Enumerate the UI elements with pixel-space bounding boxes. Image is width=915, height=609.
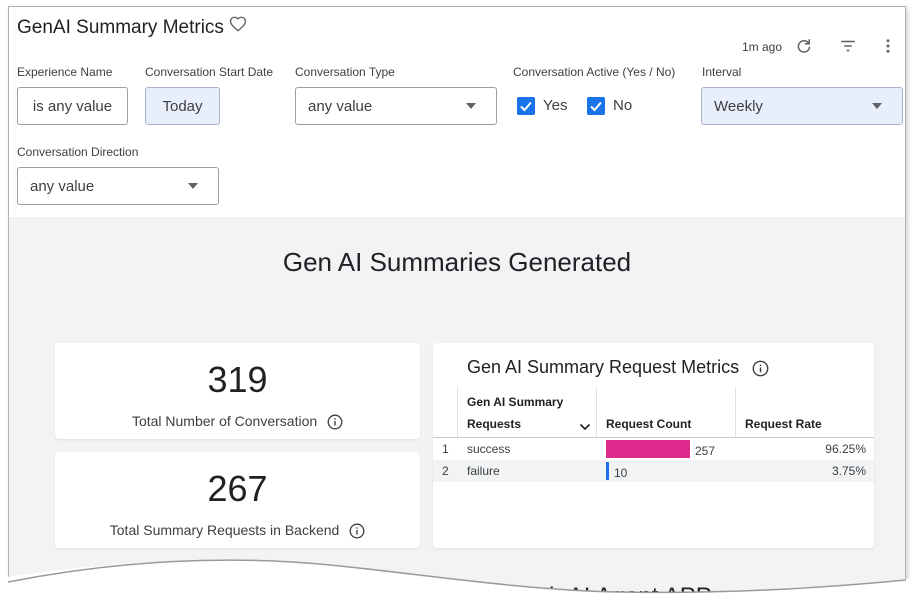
no-checkbox[interactable] — [587, 97, 605, 115]
column-divider — [735, 387, 736, 437]
table-row[interactable]: 1 success 257 96.25% — [433, 438, 874, 460]
kpi-value: 267 — [207, 468, 268, 509]
row-index: 1 — [442, 442, 449, 456]
filter-icon[interactable] — [839, 37, 857, 55]
yes-checkbox-label: Yes — [543, 97, 568, 114]
conversation-start-date-filter[interactable]: Today — [145, 87, 220, 125]
kpi-label-text: Total Summary Requests in Backend — [109, 522, 340, 538]
interval-label: Interval — [702, 65, 742, 79]
yes-checkbox[interactable] — [517, 97, 535, 115]
row-index: 2 — [442, 464, 449, 478]
row-name: success — [467, 442, 511, 456]
request-count-bar — [606, 462, 609, 480]
kpi-card-conversations: 319 Total Number of Conversation — [55, 343, 420, 439]
request-count-bar — [606, 440, 690, 458]
kpi-label: Total Number of Conversation — [55, 413, 420, 430]
request-count-value: 257 — [695, 444, 716, 458]
experience-name-filter[interactable]: is any value — [17, 87, 128, 125]
more-vert-icon[interactable] — [879, 37, 897, 55]
chevron-down-icon — [466, 103, 476, 109]
chevron-down-icon — [872, 103, 882, 109]
info-icon[interactable] — [327, 414, 343, 430]
table-row[interactable]: 2 failure 10 3.75% — [433, 460, 874, 482]
conversation-direction-value: any value — [30, 177, 95, 195]
no-checkbox-label: No — [613, 97, 633, 114]
conversation-type-label: Conversation Type — [295, 65, 395, 79]
last-updated-text: 1m ago — [742, 40, 783, 54]
interval-dropdown[interactable]: Weekly — [701, 87, 903, 125]
dashboard-title: GenAI Summary Metrics — [17, 17, 224, 38]
kpi-card-summary-requests: 267 Total Summary Requests in Backend — [55, 452, 420, 548]
conversation-type-value: any value — [308, 97, 373, 115]
heart-icon[interactable] — [229, 15, 247, 33]
info-icon[interactable] — [349, 523, 365, 539]
column-header-request-count[interactable]: Request Count — [606, 417, 692, 431]
request-rate-value: 3.75% — [831, 464, 866, 478]
experience-name-value: is any value — [32, 97, 113, 115]
chevron-down-icon[interactable] — [579, 422, 591, 432]
interval-value: Weekly — [714, 97, 763, 115]
conversation-direction-dropdown[interactable]: any value — [17, 167, 219, 205]
next-section-title-partial: ...h AI Agent APP — [529, 583, 712, 606]
table-title-text: Gen AI Summary Request Metrics — [467, 357, 740, 377]
header-divider — [433, 437, 874, 438]
table-title: Gen AI Summary Request Metrics — [467, 357, 769, 378]
kpi-label-text: Total Number of Conversation — [131, 413, 318, 429]
section-title: Gen AI Summaries Generated — [282, 247, 632, 277]
experience-name-label: Experience Name — [17, 65, 113, 79]
request-metrics-card: Gen AI Summary Request Metrics Gen AI Su… — [433, 343, 874, 548]
column-header-requests-line2[interactable]: Requests — [467, 417, 522, 431]
request-rate-value: 96.25% — [825, 442, 866, 456]
kpi-value: 319 — [207, 359, 268, 400]
column-header-request-rate[interactable]: Request Rate — [745, 417, 822, 431]
row-name: failure — [467, 464, 500, 478]
refresh-icon[interactable] — [795, 37, 813, 55]
conversation-start-date-label: Conversation Start Date — [145, 65, 274, 79]
conversation-direction-label: Conversation Direction — [17, 145, 139, 159]
kpi-label: Total Summary Requests in Backend — [55, 522, 420, 539]
column-divider — [457, 387, 458, 437]
info-icon[interactable] — [752, 360, 769, 377]
conversation-start-date-value: Today — [162, 97, 203, 115]
chevron-down-icon — [188, 183, 198, 189]
request-count-value: 10 — [614, 466, 628, 480]
dashboard-frame: GenAI Summary Metrics 1m ago Experience … — [8, 6, 906, 606]
conversation-active-label: Conversation Active (Yes / No) — [513, 65, 676, 79]
column-header-requests-line1: Gen AI Summary — [467, 395, 564, 409]
conversation-type-dropdown[interactable]: any value — [295, 87, 497, 125]
column-divider — [596, 387, 597, 437]
